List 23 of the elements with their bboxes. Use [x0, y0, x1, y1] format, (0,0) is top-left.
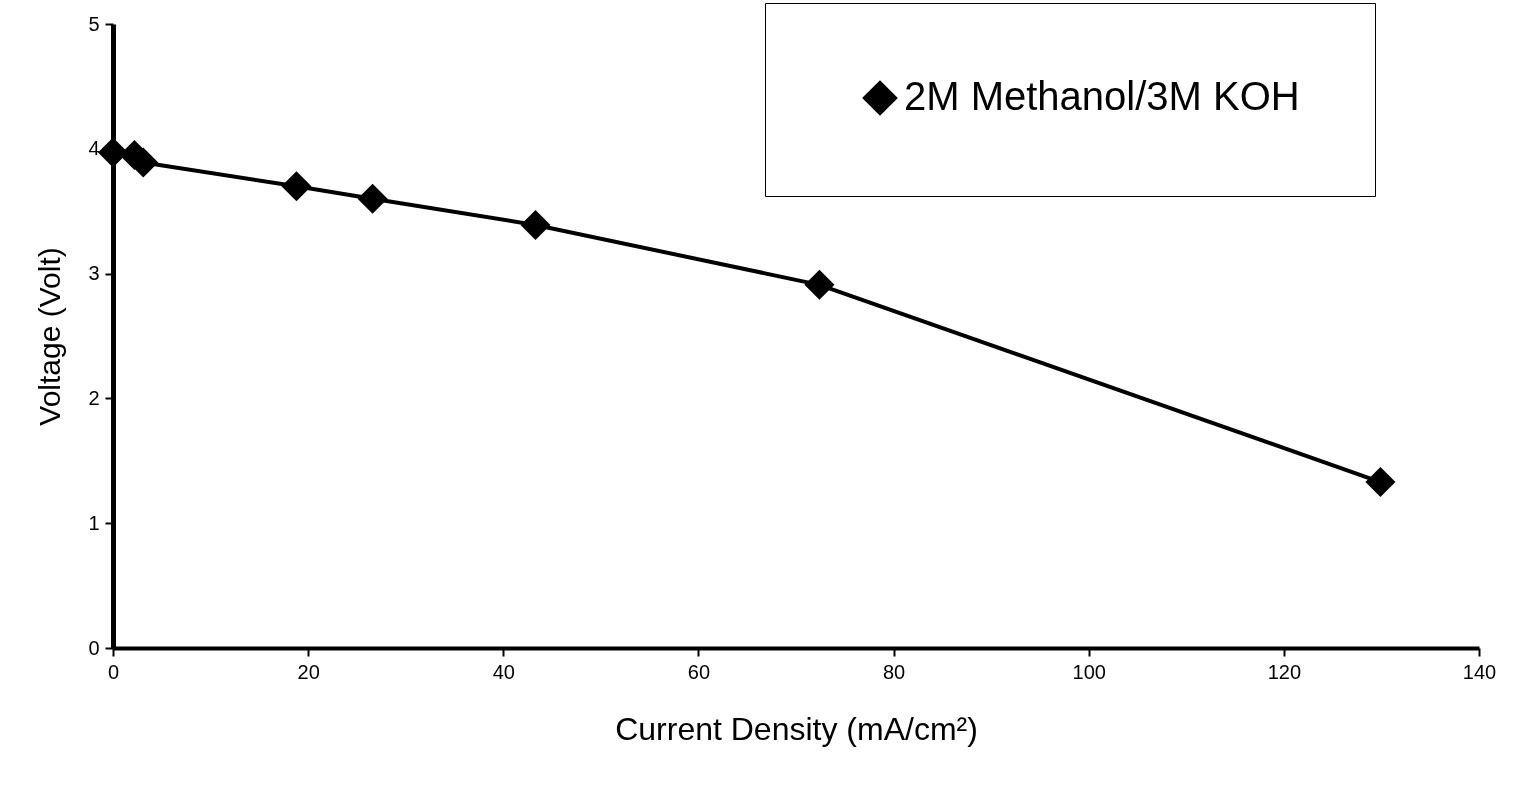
y-tick-label: 3 [88, 262, 100, 285]
point [357, 183, 388, 214]
x-tick-label: 0 [107, 660, 120, 683]
y-tick-label: 0 [88, 636, 100, 659]
y-axis-title: Voltage (Volt) [33, 247, 67, 426]
x-tick-label: 60 [687, 660, 711, 683]
y-tick-label: 1 [88, 511, 100, 534]
point [804, 269, 835, 300]
x-tick-label: 120 [1267, 660, 1302, 683]
x-tick-label: 20 [297, 660, 320, 683]
x-tick-label: 100 [1072, 660, 1106, 683]
point [1365, 467, 1396, 498]
legend-label: 2M Methanol/3M KOH [904, 74, 1300, 118]
point [520, 209, 551, 240]
x-tick-label: 140 [1462, 660, 1497, 683]
x-tick-label: 40 [492, 660, 515, 683]
y-tick-label: 4 [88, 137, 100, 160]
y-tick-label: 2 [88, 386, 100, 409]
y-tick-label: 5 [88, 12, 100, 35]
x-tick-label: 80 [882, 660, 906, 683]
point [98, 137, 128, 168]
point [281, 171, 312, 202]
x-axis-title: Current Density (mA/cm²) [615, 710, 978, 747]
